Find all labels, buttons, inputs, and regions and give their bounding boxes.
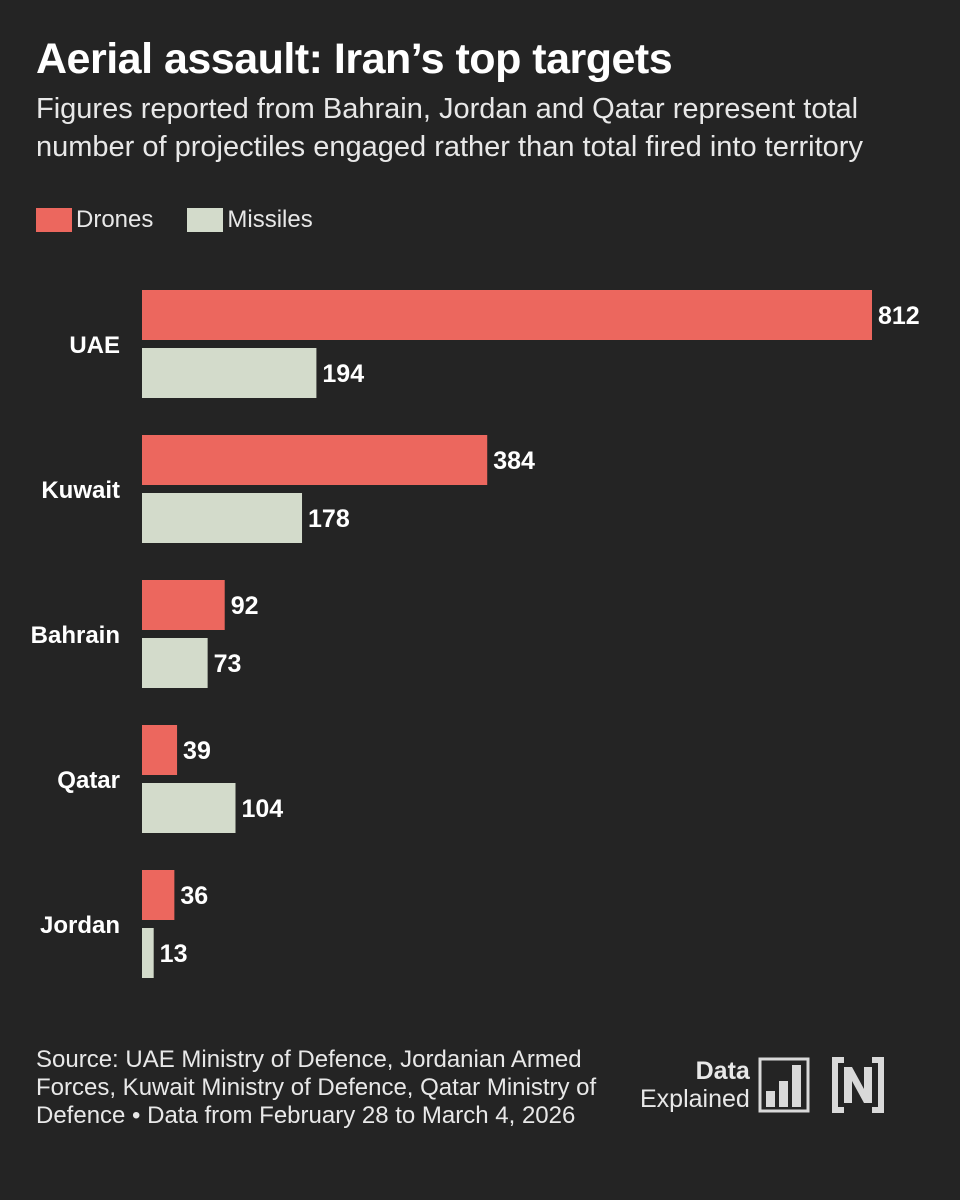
bar-missiles-qatar [142,783,236,833]
value-label-drones-kuwait: 384 [493,447,535,475]
value-label-missiles-bahrain: 73 [214,650,242,678]
bar-drones-jordan [142,870,175,920]
bar-drones-bahrain [142,580,225,630]
bar-drones-uae [142,290,872,340]
bar-missiles-bahrain [142,638,208,688]
value-label-drones-uae: 812 [878,302,920,330]
chart-subtitle: Figures reported from Bahrain, Jordan an… [36,93,863,163]
brand-line-explained: Explained [640,1085,750,1113]
category-label-uae: UAE [69,332,120,359]
category-label-qatar: Qatar [57,767,120,794]
brand-logo: Data Explained [640,1055,886,1115]
brand-line-data: Data [695,1057,750,1085]
legend-label-drones: Drones [76,206,154,233]
legend-swatch-drones [36,208,72,232]
bar-missiles-kuwait [142,493,303,543]
value-label-missiles-qatar: 104 [241,795,283,823]
category-label-kuwait: Kuwait [41,477,120,504]
legend: Drones Missiles [36,206,347,234]
value-label-missiles-kuwait: 178 [308,505,350,533]
value-label-drones-jordan: 36 [180,882,208,910]
value-label-drones-qatar: 39 [183,737,211,765]
source-note: Source: UAE Ministry of Defence, Jordani… [36,1046,597,1129]
bar-chart-logo-icon [758,1057,810,1113]
legend-swatch-missiles [187,208,224,232]
bar-drones-qatar [142,725,178,775]
n-logo-icon [831,1057,884,1113]
legend-item-drones: Drones [36,206,153,234]
bar-chart: UAE 812 194 Kuwait 384 178 Bahrain 92 73 Qatar 39 1… [31,290,920,978]
value-label-missiles-uae: 194 [322,360,364,388]
value-label-drones-bahrain: 92 [231,592,259,620]
legend-label-missiles: Missiles [227,206,313,233]
category-label-bahrain: Bahrain [31,622,120,649]
bar-drones-kuwait [142,435,488,485]
value-label-missiles-jordan: 13 [160,940,188,968]
bar-missiles-jordan [142,928,154,978]
bar-missiles-uae [142,348,317,398]
legend-item-missiles: Missiles [187,206,313,234]
category-label-jordan: Jordan [40,912,120,939]
brand-text: Data Explained [640,1057,750,1113]
chart-title: Aerial assault: Iran’s top targets [36,35,673,83]
